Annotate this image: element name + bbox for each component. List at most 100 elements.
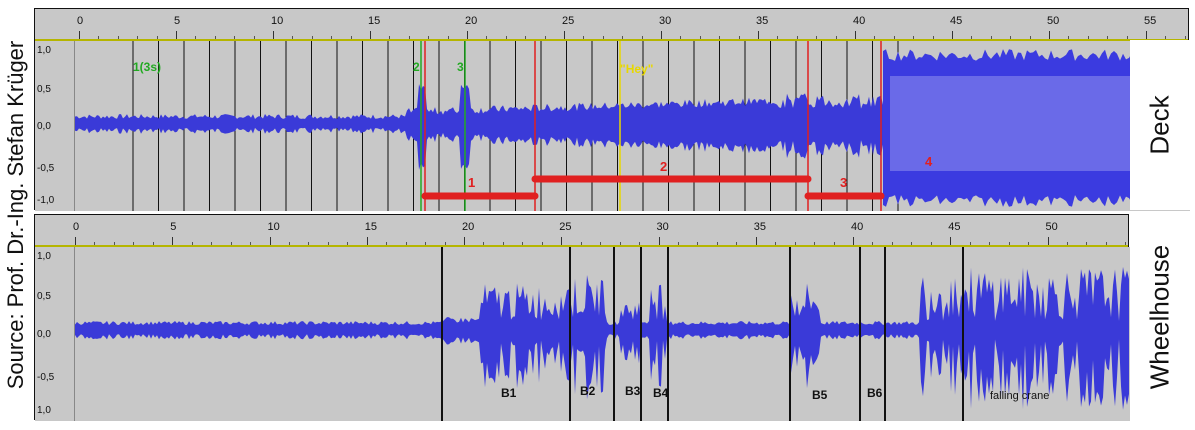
ruler-tick [564,31,565,39]
amplitude-label: -1,0 [37,195,55,206]
ruler-tick [661,31,662,39]
deck-waveform-track[interactable]: 1,0 0,5 0,0 -0,5 -1,0 1(3s) 2 3 "Hey" 1 2 3 4 [35,41,1190,211]
ruler-minor-tick [1029,36,1031,39]
ruler-minor-tick [816,36,818,39]
ruler-minor-tick [990,36,992,39]
ruler-label: 40 [851,221,864,233]
ruler-minor-tick [893,36,895,39]
ruler-minor-tick [133,242,135,245]
ruler-tick [855,31,856,39]
ruler-label: 20 [462,221,475,233]
segment-1-label: 1 [468,175,475,190]
ruler-minor-tick [1028,242,1030,245]
ruler-minor-tick [796,36,798,39]
deck-quiet-waveform [75,83,889,170]
ruler-minor-tick [794,242,796,245]
ruler-minor-tick [191,242,193,245]
amplitude-label: -0,5 [37,163,55,175]
ruler-minor-tick [913,36,915,39]
ruler-minor-tick [113,242,115,245]
event-label-b1: B1 [501,386,517,400]
ruler-tick [853,237,854,245]
ruler-tick [79,31,80,39]
ruler-minor-tick [250,242,252,245]
segment-3-label: 3 [840,175,847,190]
ruler-label: 25 [562,15,575,27]
ruler-minor-tick [308,242,310,245]
ruler-minor-tick [1184,36,1186,39]
amplitude-label: 0,5 [37,290,51,302]
ruler-minor-tick [234,36,236,39]
amplitude-label: 1,0 [37,45,51,56]
ruler-label: 0 [73,221,80,233]
event-label-b6: B6 [867,386,883,400]
ruler-label: 15 [368,15,381,27]
ruler-tick [366,237,368,245]
deck-track-panel[interactable]: 0 5 10 15 20 25 30 35 40 45 50 55 1,0 0,5 0,0 -0,5 -1,0… [34,8,1190,211]
ruler-minor-tick [719,36,721,39]
ruler-minor-tick [736,242,738,245]
ruler-label: 25 [559,221,572,233]
ruler-minor-tick [1105,242,1107,245]
ruler-label: 10 [271,15,284,27]
ruler-minor-tick [1008,242,1010,245]
wheelhouse-waveform-track[interactable]: 1,0 0,5 0,0 -0,5 1,0 B1 B2 B3 B4 B5 B6 falling cra… [35,247,1130,421]
ruler-minor-tick [288,242,290,245]
ruler-tick [1047,237,1049,245]
ruler-minor-tick [525,36,527,39]
ruler-minor-tick [680,36,682,39]
ruler-minor-tick [483,242,485,245]
ruler-tick [464,237,465,245]
wheelhouse-track-label: Wheelhouse [1130,214,1190,420]
ruler-minor-tick [1066,242,1068,245]
ruler-minor-tick [425,242,427,245]
ruler-minor-tick [874,36,876,39]
amplitude-label: 0,0 [37,120,51,132]
wheelhouse-timeline-ruler[interactable]: 0 5 10 15 20 25 30 35 40 45 50 [35,215,1128,247]
ruler-minor-tick [697,242,699,245]
marker-2-label: 2 [413,60,420,74]
ruler-label: 5 [174,15,181,27]
ruler-minor-tick [405,242,407,245]
ruler-minor-tick [253,36,255,39]
ruler-label: 45 [950,15,963,27]
wheelhouse-waveform-path [75,266,1129,410]
ruler-tick [273,31,274,39]
ruler-minor-tick [195,36,197,39]
ruler-minor-tick [505,36,507,39]
ruler-label: 50 [1045,221,1058,233]
amplitude-label: 0,5 [37,83,51,95]
ruler-minor-tick [600,242,602,245]
ruler-minor-tick [311,36,313,39]
ruler-tick [172,237,174,245]
ruler-tick [561,237,563,245]
marker-3-label: 3 [457,60,464,74]
ruler-minor-tick [835,36,837,39]
ruler-label: 30 [659,15,672,27]
ruler-tick [467,31,468,39]
ruler-minor-tick [211,242,213,245]
ruler-label: 15 [364,221,377,233]
ruler-minor-tick [137,36,139,39]
hey-label: "Hey" [620,62,653,76]
ruler-minor-tick [969,242,971,245]
deck-timeline-ruler[interactable]: 0 5 10 15 20 25 30 35 40 45 50 55 [35,9,1188,41]
marker-1-label: 1(3s) [133,60,161,74]
ruler-minor-tick [350,36,352,39]
segment-4-label: 4 [925,154,933,169]
ruler-minor-tick [347,242,349,245]
deck-amplitude-axis: 1,0 0,5 0,0 -0,5 -1,0 [35,41,75,211]
wheelhouse-track-panel[interactable]: 0 5 10 15 20 25 30 35 40 45 50 1,0 0,5 0,0 -0,5 1,0 B1… [34,214,1130,421]
falling-crane-label: falling crane [990,390,1049,402]
ruler-label: 55 [1144,15,1157,27]
ruler-tick [269,237,271,245]
ruler-minor-tick [230,242,232,245]
event-label-b2: B2 [580,384,596,398]
event-label-b3: B3 [625,384,641,398]
ruler-minor-tick [833,242,835,245]
ruler-tick [1146,31,1147,39]
amplitude-label: 1,0 [37,251,51,262]
ruler-minor-tick [677,242,679,245]
ruler-minor-tick [814,242,816,245]
ruler-minor-tick [327,242,329,245]
